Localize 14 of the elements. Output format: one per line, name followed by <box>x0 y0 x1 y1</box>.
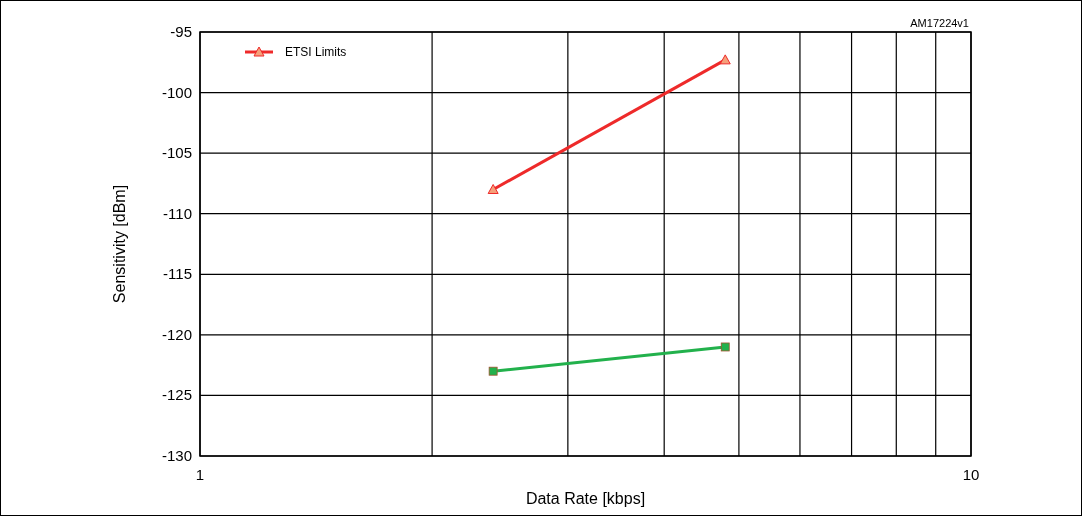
y-tick-label: -120 <box>161 325 192 343</box>
y-tick-label: -110 <box>163 204 192 222</box>
x-axis-title: Data Rate [kbps] <box>525 490 646 507</box>
y-axis-title: Sensitivity [dBm] <box>111 184 128 304</box>
text: AM17224v1 <box>910 17 969 29</box>
y-tick-label: -95 <box>170 23 192 40</box>
x-tick-label: 10 <box>962 466 980 483</box>
x-tick-label: 1 <box>195 466 205 483</box>
y-tick-label: -125 <box>161 386 192 404</box>
y-tick-label: -100 <box>161 83 192 101</box>
y-tick-label: -115 <box>163 265 192 283</box>
legend-label: ETSI Limits <box>285 45 347 59</box>
y-tick-label: -130 <box>161 447 192 464</box>
y-tick-label: -105 <box>161 144 192 162</box>
